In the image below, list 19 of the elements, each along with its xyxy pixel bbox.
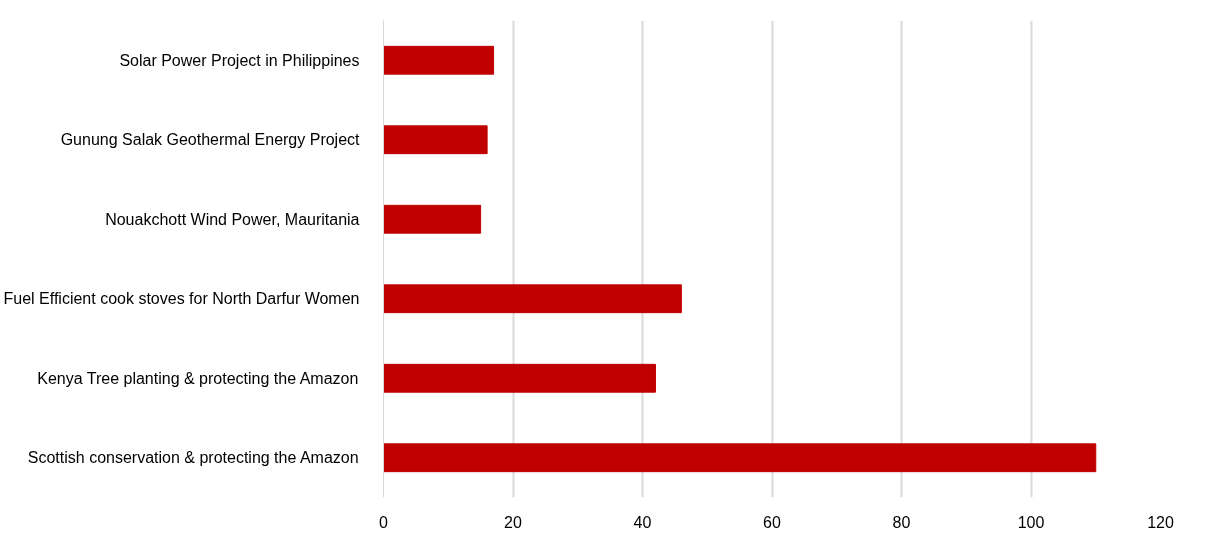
x-tick-label: 40 [633,513,652,531]
x-tick-label: 60 [763,513,781,531]
bar [383,443,1097,473]
y-tick-label: Scottish conservation & protecting the Amazon [27,449,359,467]
y-tick-label: Nouakchott Wind Power, Mauritania [105,210,360,228]
x-tick-label: 80 [892,513,911,531]
bar [383,125,488,155]
x-tick-label: 20 [504,513,522,531]
bar [383,284,682,314]
y-tick-label: Gunung Salak Geothermal Energy Project [60,131,361,149]
bar [383,363,656,393]
y-tick-label: Fuel Efficient cook stoves for North Darfur Women [3,290,360,308]
bar [383,45,495,75]
x-tick-label: 0 [379,513,389,531]
bar [383,204,482,234]
y-tick-label: Solar Power Project in Philippines [119,51,360,69]
x-tick-label: 120 [1147,513,1174,531]
x-tick-label: 100 [1017,513,1045,531]
y-tick-label: Kenya Tree planting & protecting the Amazon [37,369,359,387]
